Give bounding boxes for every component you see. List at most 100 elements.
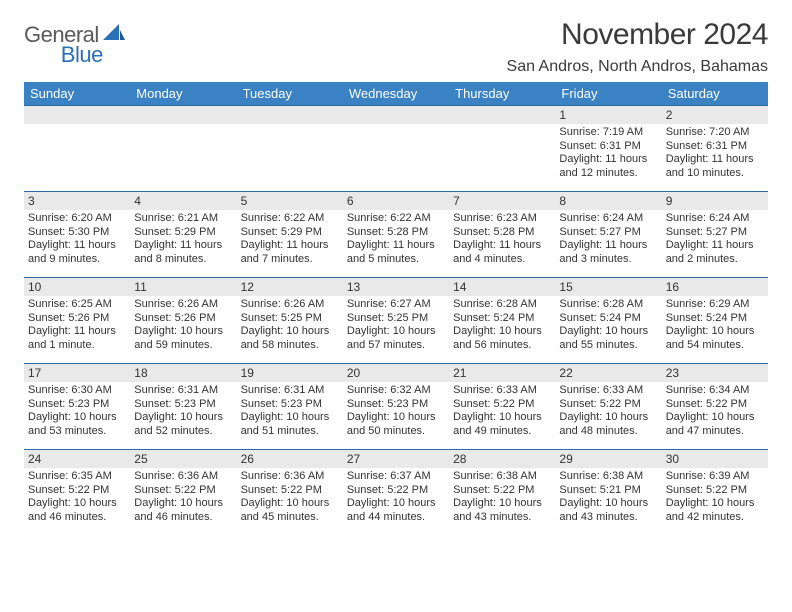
day-details: Sunrise: 6:36 AMSunset: 5:22 PMDaylight:… (130, 468, 236, 526)
day-details: Sunrise: 6:25 AMSunset: 5:26 PMDaylight:… (24, 296, 130, 354)
sunset-text: Sunset: 6:31 PM (666, 140, 764, 154)
sunrise-text: Sunrise: 6:25 AM (28, 298, 126, 312)
sunset-text: Sunset: 5:23 PM (134, 398, 232, 412)
day-details: Sunrise: 6:37 AMSunset: 5:22 PMDaylight:… (343, 468, 449, 526)
sunrise-text: Sunrise: 6:37 AM (347, 470, 445, 484)
day-number: 29 (555, 450, 661, 468)
day-number: 14 (449, 278, 555, 296)
day-number: 7 (449, 192, 555, 210)
calendar-cell: 25Sunrise: 6:36 AMSunset: 5:22 PMDayligh… (130, 449, 236, 535)
sunset-text: Sunset: 5:22 PM (453, 398, 551, 412)
calendar-cell (237, 105, 343, 191)
day-number: 4 (130, 192, 236, 210)
sunrise-text: Sunrise: 6:38 AM (559, 470, 657, 484)
calendar-cell: 23Sunrise: 6:34 AMSunset: 5:22 PMDayligh… (662, 363, 768, 449)
sunrise-text: Sunrise: 6:31 AM (134, 384, 232, 398)
sunset-text: Sunset: 5:22 PM (347, 484, 445, 498)
calendar-cell: 24Sunrise: 6:35 AMSunset: 5:22 PMDayligh… (24, 449, 130, 535)
sunset-text: Sunset: 5:30 PM (28, 226, 126, 240)
weekday-header: Wednesday (343, 82, 449, 105)
daylight-text: Daylight: 10 hours and 47 minutes. (666, 411, 764, 438)
sunrise-text: Sunrise: 6:31 AM (241, 384, 339, 398)
calendar-cell: 21Sunrise: 6:33 AMSunset: 5:22 PMDayligh… (449, 363, 555, 449)
sunset-text: Sunset: 5:29 PM (241, 226, 339, 240)
sunrise-text: Sunrise: 6:22 AM (347, 212, 445, 226)
calendar-cell: 2 Sunrise: 7:20 AMSunset: 6:31 PMDaylight… (662, 105, 768, 191)
sunrise-text: Sunrise: 6:22 AM (241, 212, 339, 226)
calendar-cell: 12Sunrise: 6:26 AMSunset: 5:25 PMDayligh… (237, 277, 343, 363)
weekday-header: Thursday (449, 82, 555, 105)
sunset-text: Sunset: 5:28 PM (453, 226, 551, 240)
sunset-text: Sunset: 5:29 PM (134, 226, 232, 240)
day-number: 21 (449, 364, 555, 382)
day-details: Sunrise: 6:31 AMSunset: 5:23 PMDaylight:… (237, 382, 343, 440)
daylight-text: Daylight: 10 hours and 43 minutes. (453, 497, 551, 524)
calendar-cell: 14Sunrise: 6:28 AMSunset: 5:24 PMDayligh… (449, 277, 555, 363)
day-details: Sunrise: 6:20 AMSunset: 5:30 PMDaylight:… (24, 210, 130, 268)
day-number: 27 (343, 450, 449, 468)
daylight-text: Daylight: 10 hours and 46 minutes. (134, 497, 232, 524)
logo-word2: Blue (61, 42, 103, 68)
day-details: Sunrise: 6:28 AMSunset: 5:24 PMDaylight:… (449, 296, 555, 354)
day-details: Sunrise: 6:30 AMSunset: 5:23 PMDaylight:… (24, 382, 130, 440)
sunrise-text: Sunrise: 6:29 AM (666, 298, 764, 312)
calendar-cell (24, 105, 130, 191)
calendar-week-row: 3Sunrise: 6:20 AMSunset: 5:30 PMDaylight… (24, 191, 768, 277)
sunrise-text: Sunrise: 6:21 AM (134, 212, 232, 226)
day-details: Sunrise: 6:23 AMSunset: 5:28 PMDaylight:… (449, 210, 555, 268)
sunset-text: Sunset: 6:31 PM (559, 140, 657, 154)
day-number: 10 (24, 278, 130, 296)
sunset-text: Sunset: 5:23 PM (28, 398, 126, 412)
day-number (449, 106, 555, 124)
day-number: 13 (343, 278, 449, 296)
day-number (237, 106, 343, 124)
day-number: 22 (555, 364, 661, 382)
day-details: Sunrise: 6:33 AMSunset: 5:22 PMDaylight:… (555, 382, 661, 440)
day-details: Sunrise: 6:24 AMSunset: 5:27 PMDaylight:… (662, 210, 768, 268)
calendar-cell: 16Sunrise: 6:29 AMSunset: 5:24 PMDayligh… (662, 277, 768, 363)
daylight-text: Daylight: 10 hours and 56 minutes. (453, 325, 551, 352)
weekday-header-row: Sunday Monday Tuesday Wednesday Thursday… (24, 82, 768, 105)
sunset-text: Sunset: 5:25 PM (347, 312, 445, 326)
sunrise-text: Sunrise: 6:32 AM (347, 384, 445, 398)
sunset-text: Sunset: 5:26 PM (28, 312, 126, 326)
sunset-text: Sunset: 5:22 PM (559, 398, 657, 412)
daylight-text: Daylight: 11 hours and 10 minutes. (666, 153, 764, 180)
daylight-text: Daylight: 11 hours and 8 minutes. (134, 239, 232, 266)
day-number: 2 (662, 106, 768, 124)
page-header: General Blue November 2024 San Andros, N… (24, 18, 768, 76)
day-details: Sunrise: 6:38 AMSunset: 5:21 PMDaylight:… (555, 468, 661, 526)
day-number: 3 (24, 192, 130, 210)
daylight-text: Daylight: 11 hours and 3 minutes. (559, 239, 657, 266)
day-number: 6 (343, 192, 449, 210)
daylight-text: Daylight: 10 hours and 54 minutes. (666, 325, 764, 352)
calendar-cell: 8Sunrise: 6:24 AMSunset: 5:27 PMDaylight… (555, 191, 661, 277)
day-details: Sunrise: 6:34 AMSunset: 5:22 PMDaylight:… (662, 382, 768, 440)
day-details: Sunrise: 6:38 AMSunset: 5:22 PMDaylight:… (449, 468, 555, 526)
sunrise-text: Sunrise: 6:26 AM (241, 298, 339, 312)
sunset-text: Sunset: 5:22 PM (134, 484, 232, 498)
calendar-cell (449, 105, 555, 191)
daylight-text: Daylight: 11 hours and 9 minutes. (28, 239, 126, 266)
calendar-cell: 27Sunrise: 6:37 AMSunset: 5:22 PMDayligh… (343, 449, 449, 535)
day-number: 18 (130, 364, 236, 382)
calendar-cell: 17Sunrise: 6:30 AMSunset: 5:23 PMDayligh… (24, 363, 130, 449)
sunrise-text: Sunrise: 6:39 AM (666, 470, 764, 484)
sunset-text: Sunset: 5:24 PM (453, 312, 551, 326)
calendar-cell: 1Sunrise: 7:19 AMSunset: 6:31 PMDaylight… (555, 105, 661, 191)
day-number: 26 (237, 450, 343, 468)
calendar-week-row: 1Sunrise: 7:19 AMSunset: 6:31 PMDaylight… (24, 105, 768, 191)
calendar-cell: 11Sunrise: 6:26 AMSunset: 5:26 PMDayligh… (130, 277, 236, 363)
daylight-text: Daylight: 11 hours and 5 minutes. (347, 239, 445, 266)
sunset-text: Sunset: 5:27 PM (666, 226, 764, 240)
day-details: Sunrise: 6:39 AMSunset: 5:22 PMDaylight:… (662, 468, 768, 526)
calendar-cell: 9Sunrise: 6:24 AMSunset: 5:27 PMDaylight… (662, 191, 768, 277)
calendar-cell: 30Sunrise: 6:39 AMSunset: 5:22 PMDayligh… (662, 449, 768, 535)
sunset-text: Sunset: 5:22 PM (453, 484, 551, 498)
daylight-text: Daylight: 11 hours and 4 minutes. (453, 239, 551, 266)
sunrise-text: Sunrise: 6:34 AM (666, 384, 764, 398)
sunrise-text: Sunrise: 7:20 AM (666, 126, 764, 140)
day-details: Sunrise: 6:36 AMSunset: 5:22 PMDaylight:… (237, 468, 343, 526)
sunset-text: Sunset: 5:22 PM (241, 484, 339, 498)
daylight-text: Daylight: 10 hours and 44 minutes. (347, 497, 445, 524)
